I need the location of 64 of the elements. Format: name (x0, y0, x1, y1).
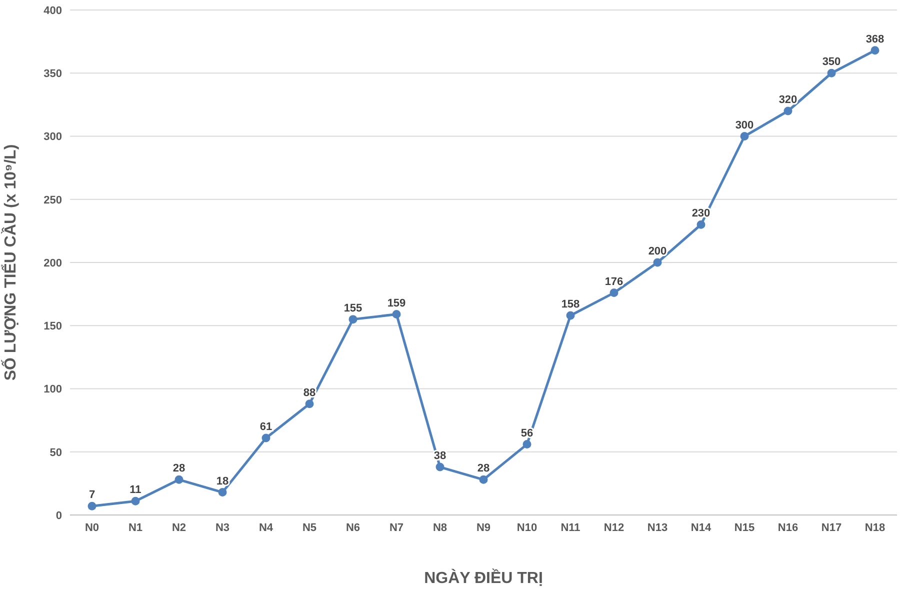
point (218, 488, 227, 497)
data-label: 7 (88, 489, 96, 502)
data-label: 159 (387, 297, 406, 310)
data-label: 320 (778, 94, 798, 106)
data-label: 368 (866, 33, 884, 46)
y-tick-label: 400 (44, 4, 62, 17)
x-tick-label: N5 (302, 522, 317, 534)
x-tick-label: N16 (778, 522, 798, 534)
point (522, 440, 532, 449)
data-label: 28 (172, 462, 186, 475)
point (174, 475, 184, 484)
x-tick-label: N1 (128, 522, 143, 534)
x-tick-label: N13 (647, 522, 668, 534)
y-tick-label: 250 (44, 194, 62, 206)
point (870, 46, 880, 55)
x-tick-label: N15 (734, 522, 755, 534)
data-label: 200 (648, 246, 667, 258)
x-tick-label: N8 (432, 522, 448, 534)
point (348, 315, 358, 324)
data-label: 176 (604, 276, 624, 288)
x-tick-label: N4 (258, 522, 274, 534)
data-label: 18 (216, 475, 229, 488)
y-tick-label: 100 (44, 384, 62, 396)
point (479, 475, 488, 484)
point (436, 462, 444, 472)
x-tick-label: N7 (389, 522, 404, 534)
y-tick-label: 0 (56, 510, 62, 522)
point (262, 434, 270, 442)
data-label: 300 (735, 119, 754, 132)
x-tick-label: N18 (864, 522, 886, 534)
x-tick-label: N0 (84, 522, 100, 534)
x-tick-label: N6 (346, 522, 360, 534)
point (131, 496, 140, 506)
x-tick-label: N10 (516, 522, 538, 534)
point (610, 288, 618, 298)
y-tick-label: 150 (44, 320, 62, 333)
x-axis-title: NGÀY ĐIỀU TRỊ (424, 568, 543, 587)
point (740, 132, 749, 140)
x-tick-label: N3 (215, 522, 230, 534)
y-tick-label: 350 (44, 68, 62, 80)
y-tick-label: 200 (44, 257, 62, 270)
point (784, 106, 792, 116)
point (305, 400, 314, 408)
x-tick-label: N12 (604, 522, 624, 534)
data-label: 11 (130, 484, 142, 496)
data-label: 155 (344, 302, 362, 314)
x-tick-label: N2 (172, 522, 186, 534)
x-tick-label: N14 (690, 522, 712, 534)
data-label: 350 (822, 56, 841, 68)
point (696, 220, 706, 229)
data-label: 158 (561, 298, 580, 311)
x-tick-label: N9 (476, 522, 491, 534)
point (653, 258, 662, 267)
point (566, 311, 575, 320)
point (827, 68, 836, 78)
y-tick-label: 300 (44, 131, 62, 144)
y-tick-label: 50 (50, 446, 62, 459)
data-label: 28 (477, 462, 490, 475)
point (88, 502, 96, 510)
point (392, 310, 401, 319)
x-tick-label: N11 (560, 522, 580, 534)
x-tick-label: N17 (821, 522, 842, 534)
y-axis-title: SỐ LƯỢNG TIỂU CẦU (x 10⁹/L) (0, 144, 20, 381)
data-label: 61 (260, 420, 272, 433)
